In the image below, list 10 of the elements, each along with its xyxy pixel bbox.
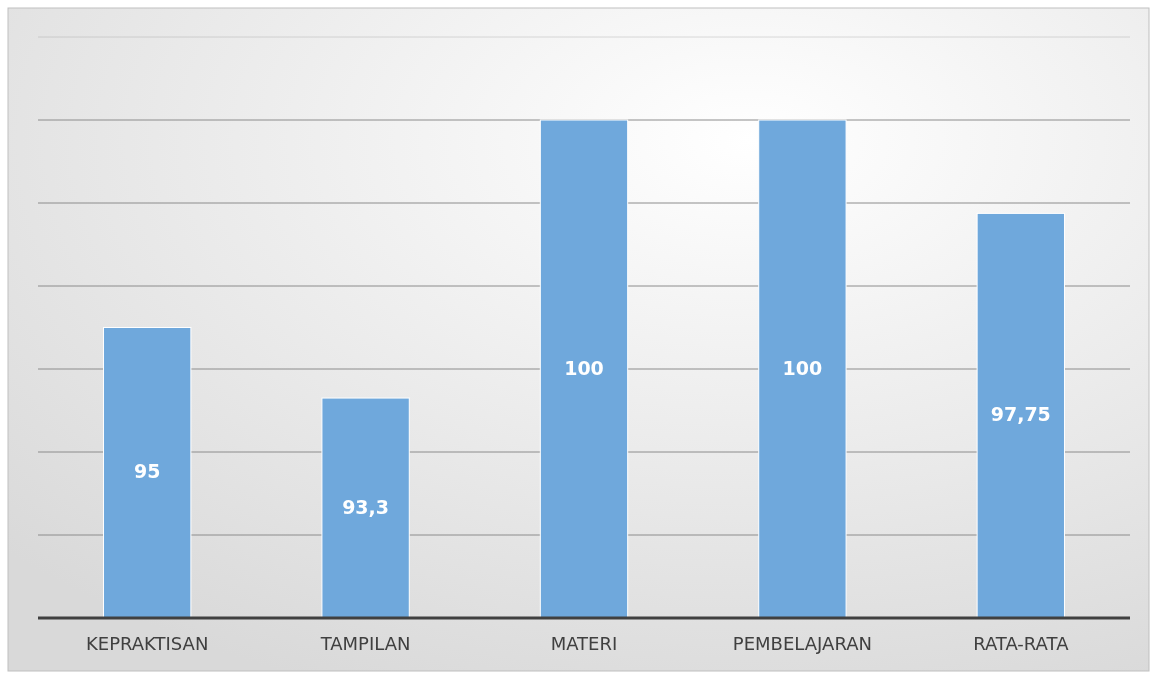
x-tick-label: KEPRAKTISAN — [86, 633, 209, 654]
x-tick-label: MATERI — [550, 633, 618, 654]
x-tick-label: PEMBELAJARAN — [732, 633, 872, 654]
data-label: 100 — [564, 356, 604, 379]
x-tick-label: TAMPILAN — [319, 633, 411, 654]
x-tick-label: RATA-RATA — [973, 633, 1070, 654]
data-label: 95 — [133, 460, 161, 483]
data-label: 93,3 — [342, 495, 390, 518]
data-label: 97,75 — [990, 403, 1051, 426]
data-label: 100 — [782, 356, 823, 379]
